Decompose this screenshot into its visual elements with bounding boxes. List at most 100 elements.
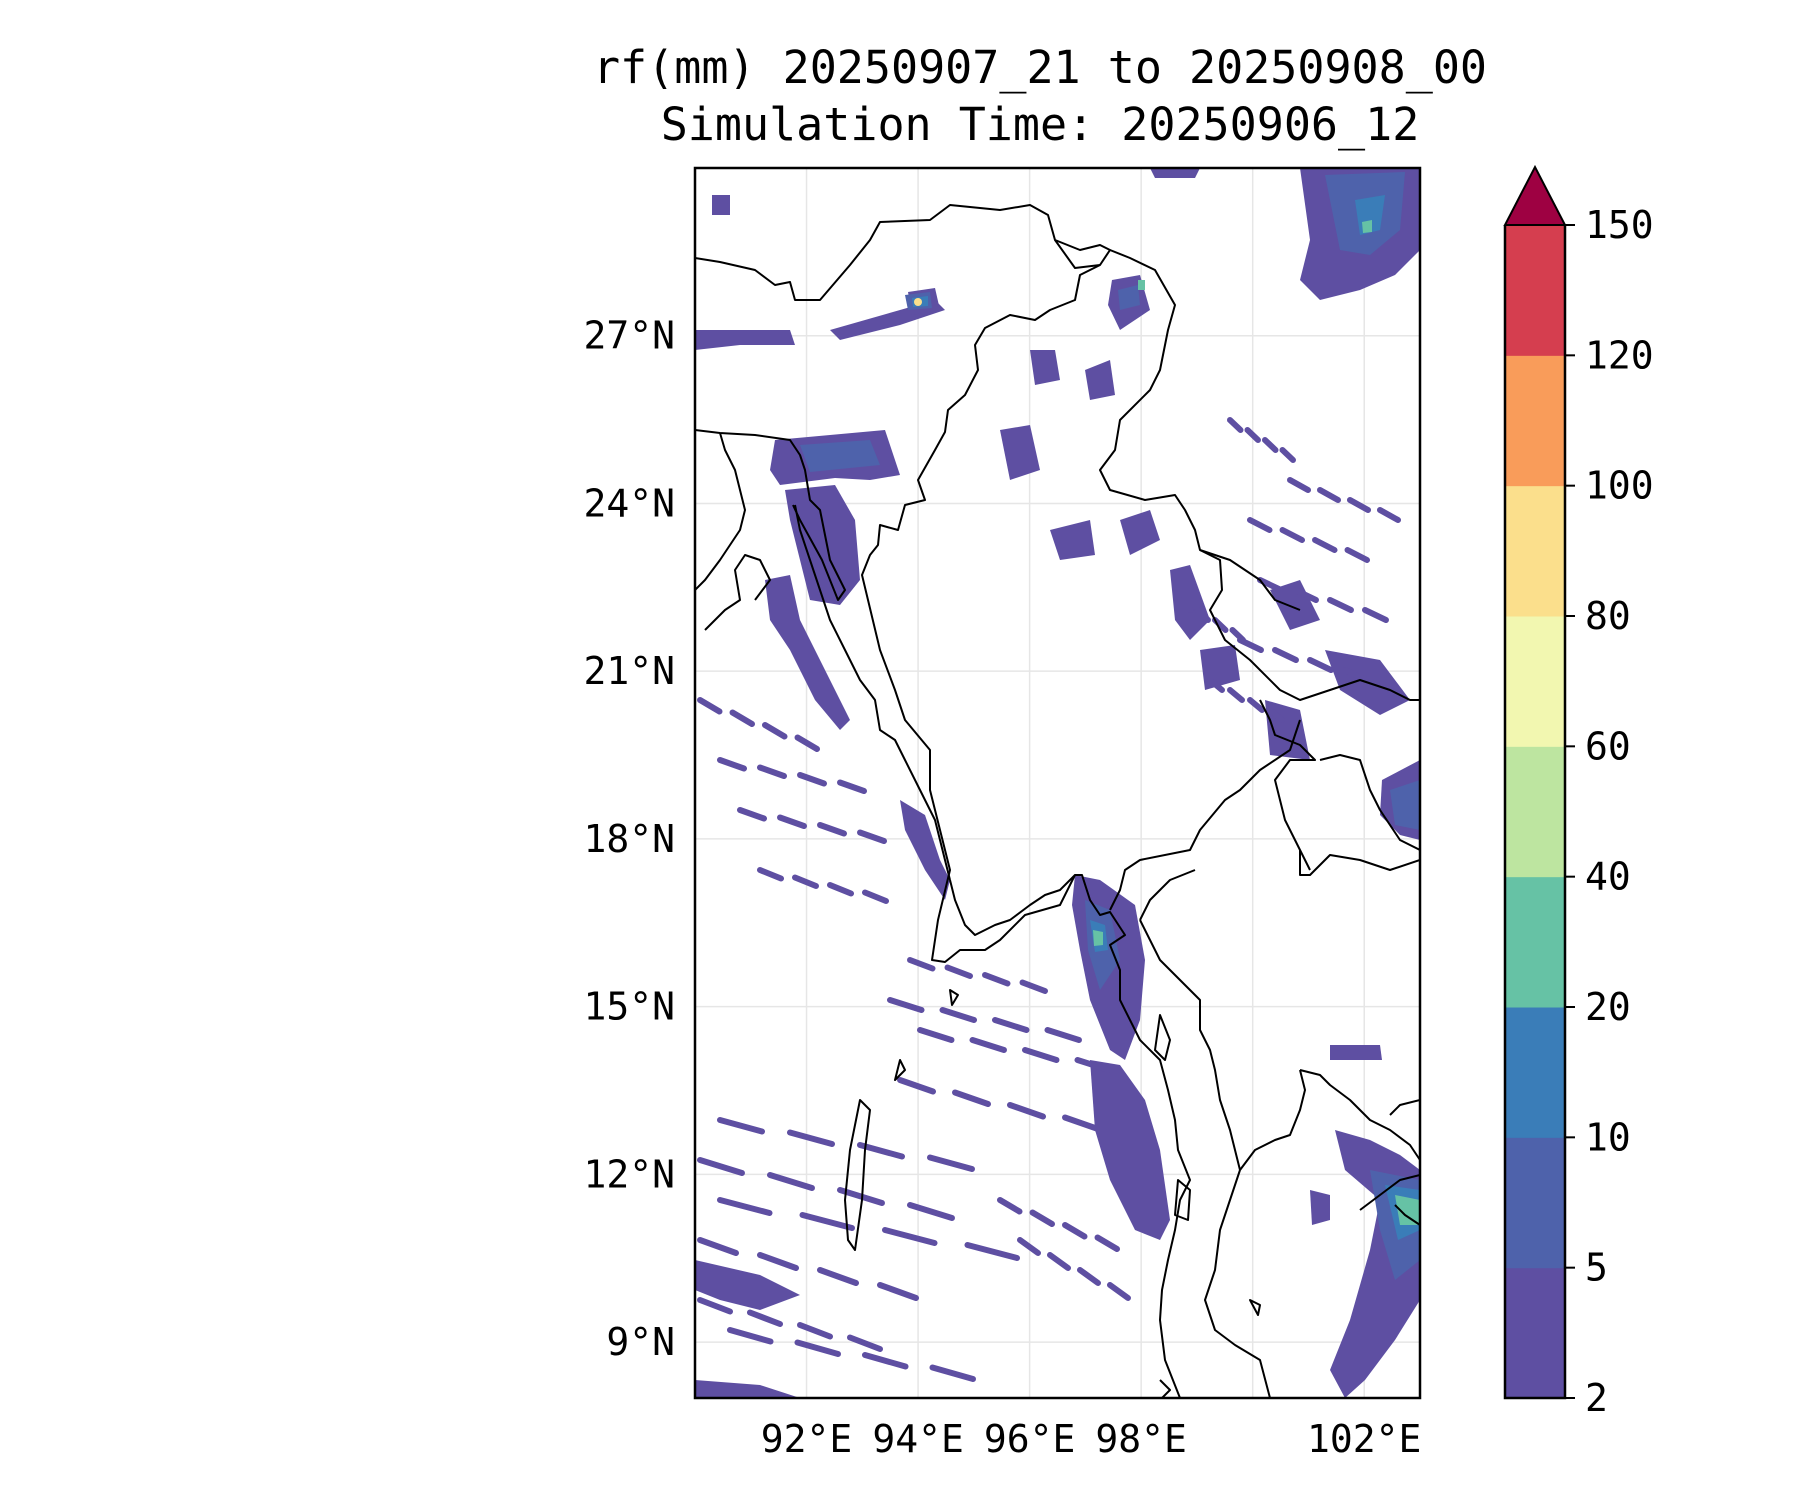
rain-streak [1044, 1027, 1082, 1043]
rain-streak [697, 697, 723, 715]
rainfall-core-peak [914, 298, 922, 306]
rain-streak [1194, 607, 1211, 623]
rainfall-patches-20-40mm [1093, 220, 1420, 1225]
rain-streak [1207, 677, 1225, 693]
lon-tick-label: 98°E [1095, 1417, 1187, 1461]
rain-streak [727, 1327, 774, 1345]
rain-streak [927, 1154, 975, 1172]
rain-streak [777, 814, 807, 829]
map-title: rf(mm) 20250907_21 to 20250908_00 [592, 41, 1488, 94]
colorbar-segment [1505, 225, 1565, 356]
rain-streak [717, 757, 747, 772]
rain-streak [1279, 447, 1296, 463]
rain-streak [799, 1212, 855, 1231]
rain-streak [794, 734, 820, 752]
lat-tick-label: 12°N [583, 1152, 675, 1196]
rain-streak [762, 722, 788, 740]
rain-streak [792, 874, 819, 889]
colorbar-segment [1505, 485, 1565, 617]
rain-streak [1247, 697, 1265, 713]
colorbar-tick-label: 100 [1585, 464, 1654, 508]
rain-streak [1074, 1057, 1112, 1073]
colorbar-segment [1505, 1137, 1565, 1269]
rain-streak [929, 1364, 976, 1382]
map-frame [693, 166, 1422, 1400]
colorbar-segment [1505, 616, 1565, 747]
rain-streak [1227, 687, 1245, 703]
lon-tick-label: 94°E [872, 1417, 964, 1461]
map-panel: 27°N 24°N 21°N 18°N 15°N 12°N 9°N 92°E 94°E 96°E… [583, 166, 1422, 1461]
rain-streak [997, 1197, 1023, 1215]
rain-streak [1247, 517, 1273, 533]
rain-streak [1229, 627, 1246, 643]
colorbar-tick-label: 40 [1585, 855, 1631, 899]
rain-streak [1094, 1234, 1120, 1252]
longitude-ticks: 92°E 94°E 96°E 98°E 102°E [761, 1417, 1422, 1461]
rain-streak [1257, 577, 1284, 593]
rain-streak [1347, 497, 1371, 513]
rain-streak [857, 1142, 905, 1160]
rain-streak [887, 997, 925, 1013]
rain-streak [757, 764, 787, 779]
rain-streak [827, 882, 854, 897]
colorbar-segment [1505, 1007, 1565, 1138]
rain-streak [939, 1007, 977, 1023]
rain-streak [1077, 1267, 1101, 1286]
rain-streak [1017, 1237, 1041, 1256]
rain-streak [837, 1187, 885, 1206]
rain-streak [797, 772, 827, 787]
rain-streak [787, 1129, 835, 1147]
rain-streak [1279, 527, 1305, 543]
latitude-ticks: 27°N 24°N 21°N 18°N 15°N 12°N 9°N [583, 314, 675, 1364]
rain-streak [1377, 507, 1401, 523]
rain-streak [697, 1237, 739, 1256]
rain-streak [964, 1242, 1020, 1261]
rain-streak [1362, 607, 1389, 623]
rain-streak [944, 964, 973, 979]
colorbar-tick-label: 60 [1585, 724, 1631, 768]
rain-streak [817, 1267, 859, 1286]
lon-tick-label: 102°E [1307, 1417, 1421, 1461]
rain-streak [729, 709, 755, 727]
colorbar-frame [1503, 225, 1567, 1400]
rainfall-streaks [697, 417, 1401, 1382]
coastlines-borders [695, 204, 1420, 1398]
lat-tick-label: 18°N [583, 817, 675, 861]
rain-streak [747, 1309, 783, 1327]
lon-tick-label: 96°E [984, 1417, 1076, 1461]
colorbar-extend-arrow [1503, 164, 1567, 226]
rain-streak [952, 1089, 991, 1107]
rain-streak [1062, 1222, 1088, 1240]
rainfall-field [695, 168, 1420, 1398]
rain-streak [1107, 1282, 1131, 1301]
rain-streak [1022, 1047, 1060, 1063]
colorbar-tick-label: 10 [1585, 1115, 1631, 1159]
rain-streak [1272, 647, 1299, 663]
map-subtitle: Simulation Time: 20250906_12 [660, 98, 1420, 151]
colorbar-tick-label: 2 [1585, 1376, 1608, 1420]
rain-streak [794, 1339, 841, 1357]
rain-streak [907, 1202, 955, 1221]
rain-streak [717, 1117, 765, 1135]
rain-streak [917, 1027, 955, 1043]
lat-tick-label: 21°N [583, 649, 675, 693]
rain-streak [1327, 597, 1354, 613]
rain-streak [1227, 417, 1244, 433]
rain-streak [697, 1297, 733, 1315]
rain-streak [757, 1252, 799, 1271]
lat-tick-label: 15°N [583, 985, 675, 1029]
colorbar-tick-label: 80 [1585, 594, 1631, 638]
rain-streak [1007, 1102, 1046, 1120]
rain-streak [717, 1197, 773, 1216]
rain-streak [882, 1227, 938, 1246]
colorbar-tick-label: 20 [1585, 985, 1631, 1029]
rain-streak [757, 867, 784, 882]
lat-tick-label: 24°N [583, 481, 675, 525]
rain-streak [862, 889, 889, 904]
rain-streak [857, 829, 887, 844]
rain-streak [797, 1322, 833, 1340]
rain-streak [1292, 587, 1319, 603]
rain-streak [907, 957, 936, 972]
colorbar-segment [1505, 355, 1565, 487]
